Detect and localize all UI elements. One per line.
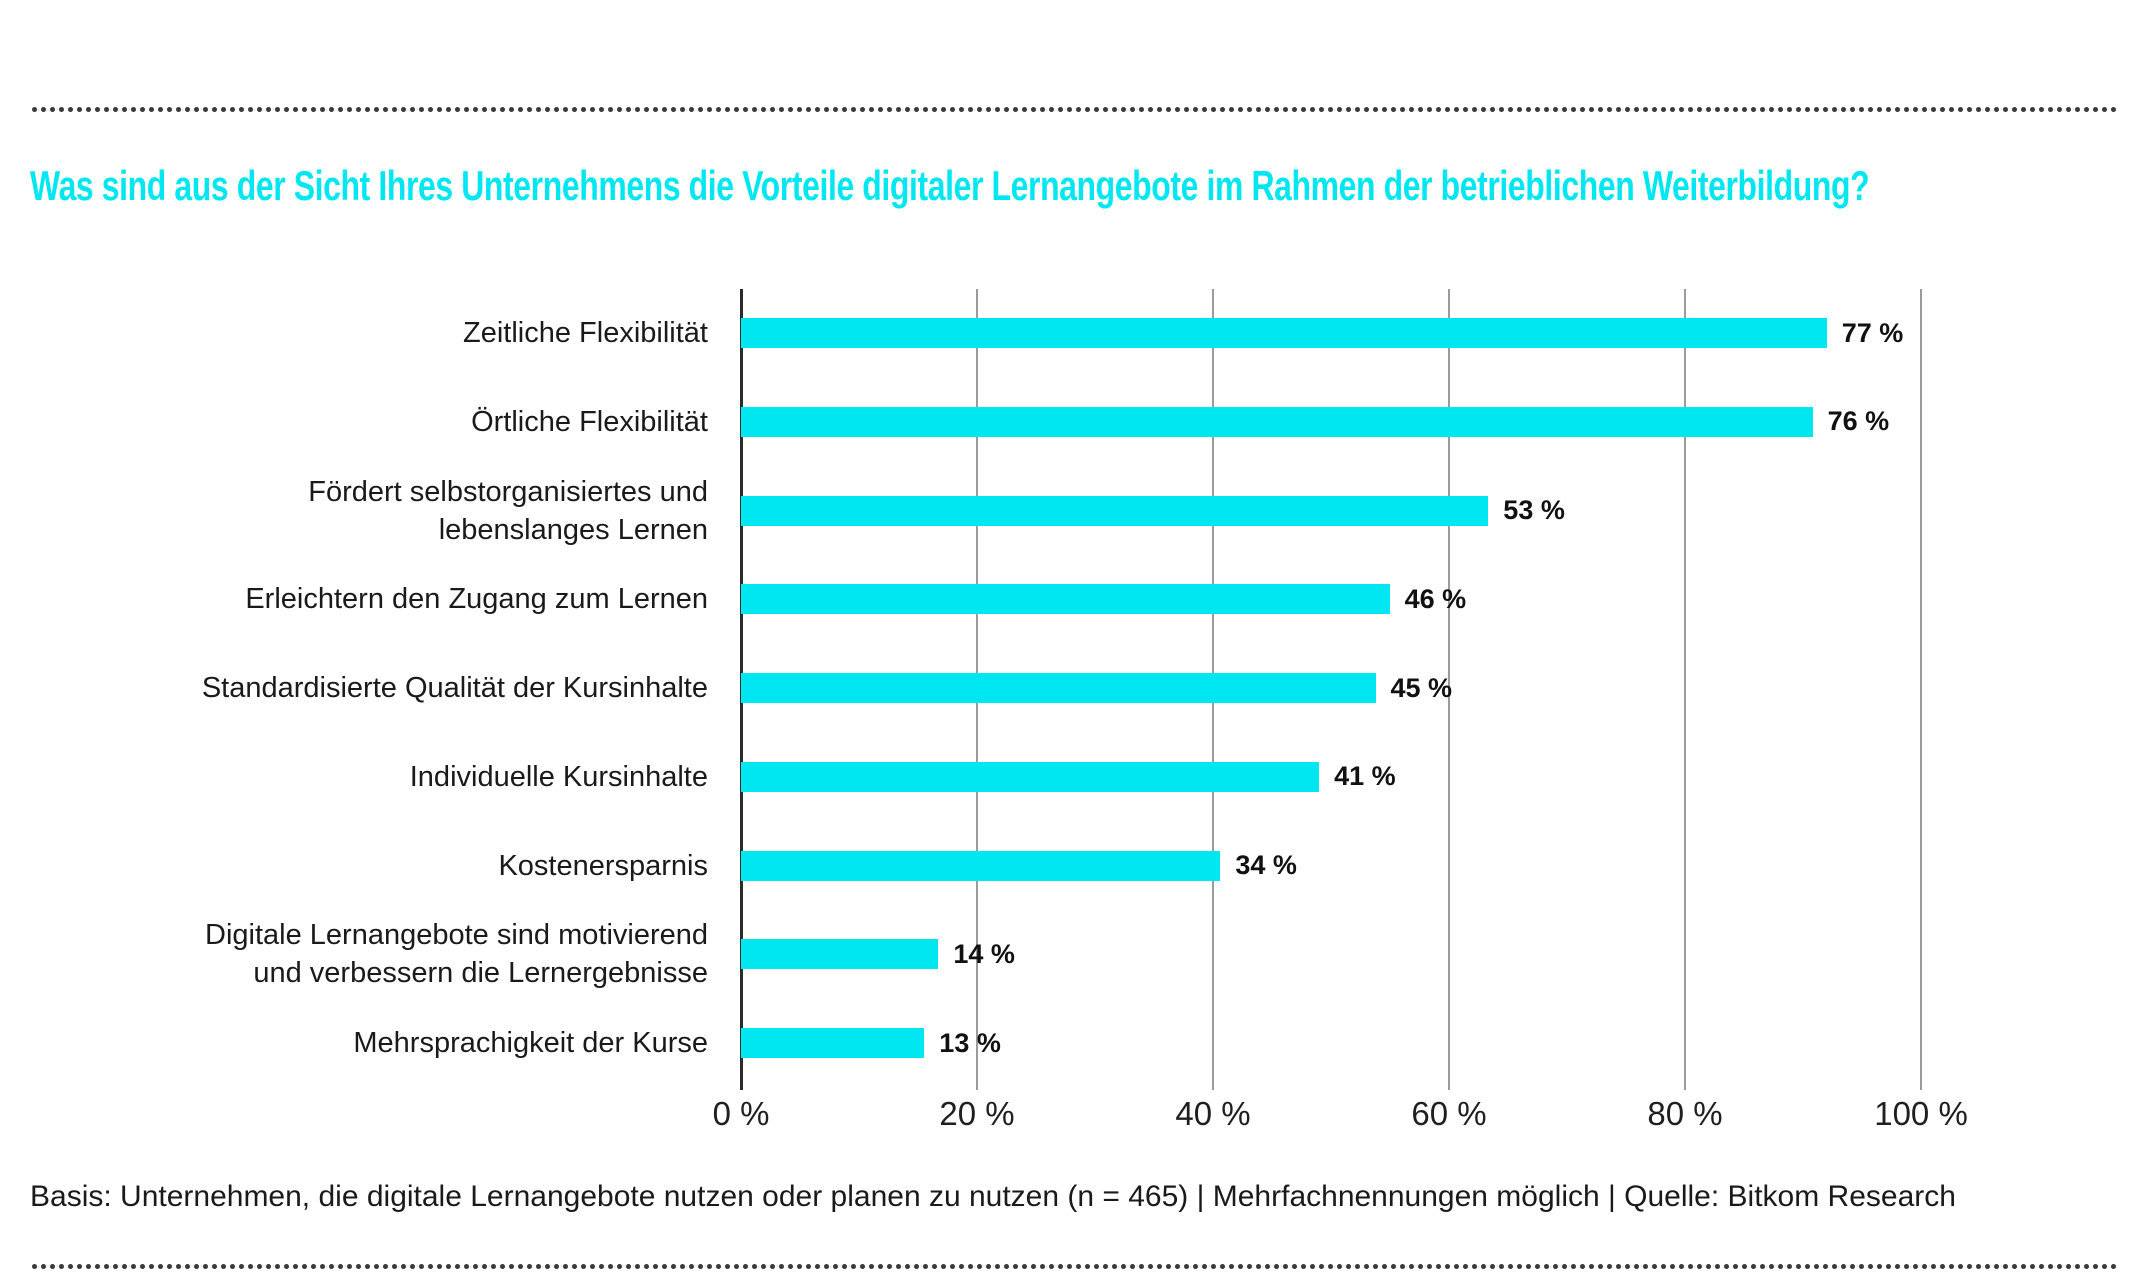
- bar-row: 13 %: [741, 1028, 2150, 1058]
- category-label: Örtliche Flexibilität: [471, 405, 708, 438]
- bar-row: 14 %: [741, 938, 2150, 970]
- bar-row: 53 %: [741, 495, 2150, 526]
- x-tick-label: 60 %: [1411, 1095, 1487, 1132]
- bar-row: 46 %: [741, 583, 2150, 615]
- plot-area: 0 % 20 % 40 % 60 % 80 % 100 % 77 % 76 % 53 % 46 %…: [713, 289, 1968, 1132]
- x-tick-label: 100 %: [1874, 1095, 1968, 1132]
- top-dotted-divider: [30, 106, 2120, 113]
- category-label-column: Zeitliche Flexibilität Örtliche Flexibili…: [30, 289, 708, 1085]
- bar-row: 45 %: [741, 673, 2150, 703]
- chart-title: Was sind aus der Sicht Ihres Unternehmen…: [30, 162, 1870, 209]
- category-label: Mehrsprachigkeit der Kurse: [353, 1027, 708, 1059]
- category-label: Digitale Lernangebote sind motivierend u…: [205, 919, 708, 990]
- value-label: 77 %: [1841, 317, 1904, 348]
- category-label: Fördert selbstorganisiertes und lebensla…: [308, 475, 708, 546]
- bar: [741, 939, 939, 970]
- gridline: [1920, 289, 1922, 1090]
- x-tick-label: 40 %: [1175, 1095, 1251, 1132]
- gridline: [1448, 289, 1450, 1090]
- value-label: 34 %: [1235, 850, 1297, 880]
- x-tick-label: 20 %: [939, 1095, 1015, 1132]
- value-label: 13 %: [939, 1027, 1001, 1058]
- value-label: 41 %: [1334, 761, 1396, 792]
- category-label: Individuelle Kursinhalte: [409, 760, 708, 793]
- source-note: Basis: Unternehmen, die digitale Lernang…: [30, 1180, 1956, 1213]
- bottom-dotted-divider: [30, 1263, 2120, 1270]
- category-label: Standardisierte Qualität der Kursinhalte: [201, 672, 708, 704]
- bar: [741, 584, 1390, 615]
- value-label: 14 %: [953, 938, 1015, 969]
- value-label: 76 %: [1827, 406, 1890, 437]
- value-label: 53 %: [1503, 495, 1565, 525]
- bar: [741, 761, 1320, 792]
- x-tick-label: 0 %: [712, 1095, 770, 1132]
- bar: [741, 673, 1376, 703]
- gridline: [1684, 289, 1686, 1090]
- bar: [741, 495, 1489, 526]
- bar: [741, 1028, 925, 1058]
- category-label: Zeitliche Flexibilität: [463, 317, 708, 349]
- bar-row: 34 %: [741, 850, 2150, 881]
- bar: [741, 850, 1221, 881]
- category-label: Kostenersparnis: [498, 849, 708, 882]
- value-label: 46 %: [1404, 583, 1467, 614]
- bar: [741, 406, 1813, 437]
- x-tick-label: 80 %: [1647, 1095, 1723, 1132]
- bar: [741, 318, 1827, 348]
- bar-row: 77 %: [741, 318, 2150, 348]
- bar-row: 76 %: [741, 406, 2150, 437]
- category-label: Erleichtern den Zugang zum Lernen: [245, 583, 708, 616]
- bar-row: 41 %: [741, 761, 2150, 792]
- value-label: 45 %: [1390, 672, 1453, 703]
